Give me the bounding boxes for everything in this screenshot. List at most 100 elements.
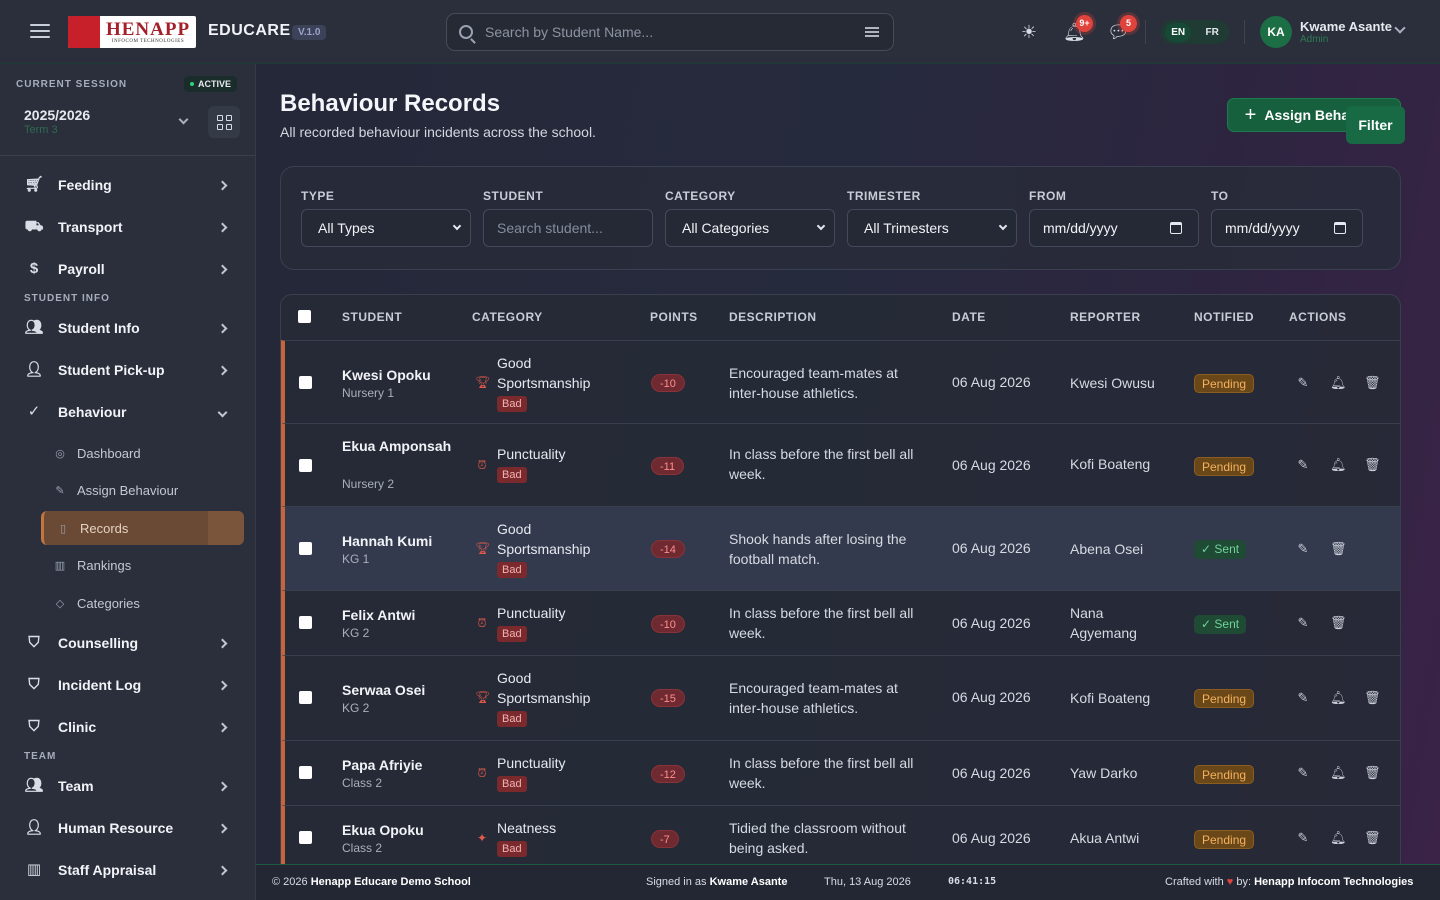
student-name[interactable]: Papa Afriyie <box>342 757 423 773</box>
user-name[interactable]: Kwame Asante <box>1300 19 1392 34</box>
avatar[interactable]: KA <box>1260 16 1292 48</box>
search-input[interactable] <box>485 24 865 40</box>
student-name[interactable]: Ekua Opoku <box>342 822 424 838</box>
logo[interactable]: HENAPP INFOCOM TECHNOLOGIES <box>68 16 196 48</box>
trash-icon[interactable]: 🗑︎ <box>1364 375 1381 390</box>
category-select[interactable]: All Categories <box>665 209 835 247</box>
student-name[interactable]: Kwesi Opoku <box>342 367 431 383</box>
trash-icon[interactable]: 🗑︎ <box>1364 457 1381 472</box>
sidebar-item-feeding[interactable]: 🛒︎ Feeding <box>16 166 244 204</box>
table-row[interactable]: Serwaa Osei KG 2 🏆︎ Good Sportsmanship B… <box>281 655 1400 740</box>
theme-toggle-icon[interactable]: ☀ <box>1020 22 1038 42</box>
sidebar-item-behaviour[interactable]: ✓ Behaviour <box>16 393 244 431</box>
lang-en[interactable]: EN <box>1165 22 1192 42</box>
column-header-date[interactable]: DATE <box>952 310 986 324</box>
row-checkbox[interactable] <box>299 831 312 844</box>
sidebar-item-clinic[interactable]: ⛉ Clinic <box>16 708 244 746</box>
chevron-right-icon <box>217 264 228 274</box>
student-search-input[interactable]: Search student... <box>483 209 653 247</box>
trimester-select[interactable]: All Trimesters <box>847 209 1017 247</box>
trash-icon[interactable]: 🗑︎ <box>1364 765 1381 780</box>
row-checkbox[interactable] <box>299 376 312 389</box>
sidebar-item-counselling[interactable]: ⛉ Counselling <box>16 624 244 662</box>
company-link[interactable]: Henapp Infocom Technologies <box>1254 876 1414 888</box>
column-header-category[interactable]: CATEGORY <box>472 310 543 324</box>
bell-icon[interactable]: 🔔︎ <box>1330 765 1347 780</box>
status-badge: ✓ Sent <box>1194 615 1247 634</box>
student-name[interactable]: Serwaa Osei <box>342 682 426 698</box>
filter-label-category: CATEGORY <box>665 189 736 203</box>
description: Shook hands after losing the football ma… <box>729 531 907 567</box>
bell-icon[interactable]: 🔔︎ <box>1330 457 1347 472</box>
edit-icon[interactable]: ✎ <box>1297 690 1309 705</box>
edit-icon: ✎ <box>55 484 65 497</box>
filter-button[interactable]: Filter <box>1346 106 1405 144</box>
sidebar-subitem-dashboard[interactable]: ◎ Dashboard <box>41 436 244 470</box>
sidebar-item-human-resource[interactable]: 👤︎ Human Resource <box>16 809 244 847</box>
column-header-description[interactable]: DESCRIPTION <box>729 310 817 324</box>
chat-icon[interactable]: 💬︎ 5 <box>1107 15 1137 42</box>
table-row[interactable]: Papa Afriyie Class 2 ⏰︎ Punctuality Bad … <box>281 740 1400 805</box>
bell-icon[interactable]: 🔔︎ <box>1330 375 1347 390</box>
trash-icon[interactable]: 🗑︎ <box>1364 830 1381 845</box>
row-checkbox[interactable] <box>299 691 312 704</box>
student-class: Nursery 2 <box>342 477 395 491</box>
table-row[interactable]: Felix Antwi KG 2 ⏰︎ Punctuality Bad -10 … <box>281 590 1400 655</box>
table-row[interactable]: Hannah Kumi KG 1 🏆︎ Good Sportsmanship B… <box>281 506 1400 590</box>
row-checkbox[interactable] <box>299 542 312 555</box>
column-header-points[interactable]: POINTS <box>650 310 698 324</box>
student-name[interactable]: Felix Antwi <box>342 607 416 623</box>
table-row[interactable]: Kwesi Opoku Nursery 1 🏆︎ Good Sportsmans… <box>281 340 1400 423</box>
edit-icon[interactable]: ✎ <box>1297 615 1309 630</box>
sidebar-item-pickup[interactable]: 👤︎ Student Pick-up <box>16 351 244 389</box>
grid-icon[interactable] <box>208 106 240 138</box>
menu-icon[interactable] <box>30 24 50 40</box>
sidebar-subitem-assign[interactable]: ✎ Assign Behaviour <box>41 473 244 507</box>
from-date-input[interactable]: mm/dd/yyyy <box>1029 209 1199 247</box>
filter-label-trimester: TRIMESTER <box>847 189 921 203</box>
bus-icon: ⛟ <box>24 218 44 235</box>
edit-icon[interactable]: ✎ <box>1297 541 1309 556</box>
select-value: All Types <box>318 220 375 236</box>
sidebar-subitem-categories[interactable]: ◇ Categories <box>41 586 244 620</box>
row-checkbox[interactable] <box>299 616 312 629</box>
bell-icon[interactable]: 🔔︎ <box>1330 690 1347 705</box>
sidebar-item-transport[interactable]: ⛟ Transport <box>16 208 244 246</box>
chevron-down-icon[interactable] <box>178 114 189 125</box>
edit-icon[interactable]: ✎ <box>1297 375 1309 390</box>
column-header-reporter[interactable]: REPORTER <box>1070 310 1141 324</box>
sidebar-subitem-records[interactable]: ▯ Records <box>41 511 244 545</box>
select-all-checkbox[interactable] <box>298 310 311 323</box>
row-checkbox[interactable] <box>299 459 312 472</box>
edit-icon[interactable]: ✎ <box>1297 457 1309 472</box>
student-name[interactable]: Hannah Kumi <box>342 533 433 549</box>
student-name[interactable]: Ekua Amponsah <box>342 438 452 454</box>
table-row[interactable]: Ekua Amponsah Nursery 2 ⏰︎ Punctuality B… <box>281 423 1400 506</box>
sidebar-item-incident-log[interactable]: ⛉ Incident Log <box>16 666 244 704</box>
trash-icon[interactable]: 🗑︎ <box>1364 690 1381 705</box>
chevron-right-icon <box>217 638 228 648</box>
bell-icon[interactable]: 🔔︎ 9+ <box>1063 15 1093 42</box>
type-select[interactable]: All Types <box>301 209 471 247</box>
to-date-input[interactable]: mm/dd/yyyy <box>1211 209 1363 247</box>
column-header-notified[interactable]: NOTIFIED <box>1194 310 1254 324</box>
sidebar-item-student-info[interactable]: 👥︎ Student Info <box>16 309 244 347</box>
trash-icon[interactable]: 🗑︎ <box>1330 615 1347 630</box>
edit-icon[interactable]: ✎ <box>1297 830 1309 845</box>
sidebar-item-team[interactable]: 👥︎ Team <box>16 767 244 805</box>
session-year[interactable]: 2025/2026 <box>24 107 91 123</box>
column-header-student[interactable]: STUDENT <box>342 310 403 324</box>
lang-fr[interactable]: FR <box>1205 26 1219 38</box>
table-row[interactable]: Ekua Opoku Class 2 ✦ Neatness Bad -7 Tid… <box>281 805 1400 864</box>
search-filter-icon[interactable] <box>865 27 879 37</box>
calendar-icon[interactable] <box>1170 222 1182 234</box>
sidebar-item-staff-appraisal[interactable]: ▥ Staff Appraisal <box>16 851 244 889</box>
sidebar-subitem-rankings[interactable]: ▥ Rankings <box>41 548 244 582</box>
edit-icon[interactable]: ✎ <box>1297 765 1309 780</box>
row-checkbox[interactable] <box>299 766 312 779</box>
trash-icon[interactable]: 🗑︎ <box>1330 541 1347 556</box>
calendar-icon[interactable] <box>1334 222 1346 234</box>
sidebar-item-payroll[interactable]: $ Payroll <box>16 250 244 288</box>
bell-icon[interactable]: 🔔︎ <box>1330 830 1347 845</box>
chevron-down-icon[interactable] <box>1394 22 1406 34</box>
